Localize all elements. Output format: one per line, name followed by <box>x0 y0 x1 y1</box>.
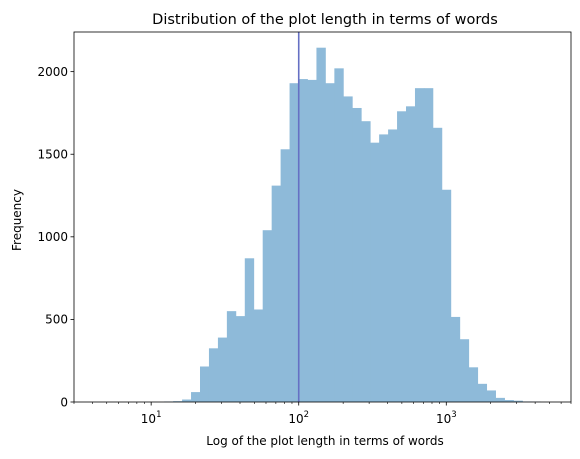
histogram-bar <box>450 316 461 402</box>
histogram-bar <box>432 127 443 403</box>
histogram-bar <box>388 129 398 402</box>
histogram-bar <box>289 83 299 403</box>
y-tick-label: 0 <box>60 395 68 409</box>
histogram-bar <box>379 134 389 402</box>
histogram-bar <box>298 79 308 402</box>
x-axis-ticks: 101 102 103 <box>73 402 572 426</box>
x-tick-label: 101 <box>141 410 162 426</box>
histogram-bar <box>361 121 371 402</box>
histogram-bar <box>191 392 201 402</box>
y-tick-label: 2000 <box>37 65 68 79</box>
histogram-bar <box>513 400 523 402</box>
histogram-bar <box>253 309 264 402</box>
histogram-bar <box>343 96 353 403</box>
histogram-bar <box>334 68 344 402</box>
histogram-bar <box>217 337 228 402</box>
histogram-bar <box>468 367 479 402</box>
x-tick-label: 102 <box>288 410 309 426</box>
chart-title: Distribution of the plot length in terms… <box>152 12 498 28</box>
histogram-bar <box>173 401 183 402</box>
y-tick-label: 1000 <box>37 230 68 244</box>
histogram-bar <box>495 397 505 402</box>
y-tick-label: 500 <box>45 313 68 327</box>
histogram-bar <box>459 339 470 402</box>
histogram-bar <box>352 107 362 402</box>
histogram-bar <box>262 230 273 402</box>
histogram-bar <box>406 106 416 402</box>
histogram-bar <box>441 189 452 402</box>
histogram-bar <box>208 348 219 402</box>
histogram-bar <box>316 47 326 402</box>
histogram-bar <box>235 316 246 402</box>
x-tick-label: 103 <box>436 410 457 426</box>
y-axis-ticks: 0 500 1000 1500 2000 <box>37 65 74 409</box>
histogram-bar <box>226 311 237 402</box>
plot-frame <box>73 31 572 403</box>
y-tick-label: 1500 <box>37 148 68 162</box>
histogram-bar <box>486 390 496 402</box>
histogram-bar <box>370 142 380 403</box>
histogram-bar <box>200 366 210 402</box>
histogram-bar <box>271 185 282 402</box>
histogram-bar <box>397 111 407 402</box>
histogram-bar <box>477 383 488 402</box>
histogram-bar <box>325 83 335 403</box>
histogram-bars <box>164 47 541 403</box>
y-axis-label: Frequency <box>10 189 24 251</box>
histogram-bar <box>244 258 255 402</box>
histogram-bar <box>423 88 434 402</box>
histogram-bar <box>182 399 192 402</box>
histogram-bar <box>414 88 425 402</box>
histogram-bar <box>307 79 317 403</box>
histogram-bar <box>504 400 514 402</box>
histogram-bar <box>280 149 290 402</box>
x-axis-label: Log of the plot length in terms of words <box>206 434 443 448</box>
